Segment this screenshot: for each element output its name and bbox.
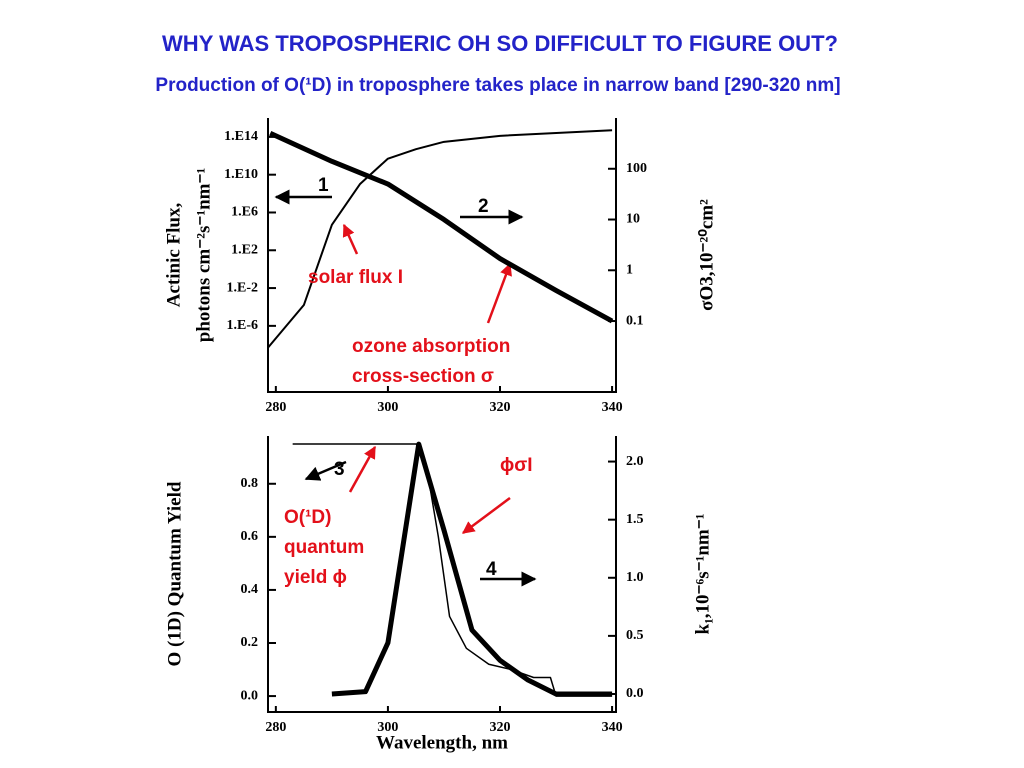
annotation: solar flux I: [308, 267, 403, 288]
x-tick-label: 300: [377, 720, 398, 735]
slide-title: WHY WAS TROPOSPHERIC OH SO DIFFICULT TO …: [162, 31, 838, 56]
y-tick-label: 0.2: [241, 635, 259, 650]
y2-tick-label: 10: [626, 212, 640, 227]
y2-tick-label: 2.0: [626, 454, 644, 469]
y-axis-label: Actinic Flux,: [163, 203, 184, 308]
y-tick-label: 0.6: [241, 529, 259, 544]
arrow: [304, 460, 347, 481]
y2-tick-label: 1.5: [626, 512, 644, 527]
annotation: 1: [318, 175, 329, 196]
y-tick-label: 1.E2: [231, 242, 258, 257]
slide-subtitle: Production of O(¹D) in troposphere takes…: [155, 75, 840, 96]
y2-tick-label: 0.1: [626, 313, 644, 328]
annotation: ϕσI: [500, 455, 533, 476]
series-line: [269, 131, 614, 324]
y-tick-label: 1.E10: [224, 167, 258, 182]
x-tick-label: 280: [265, 720, 286, 735]
arrow: [461, 496, 511, 535]
y-tick-label: 1.E-2: [227, 280, 259, 295]
x-tick-label: 340: [602, 400, 623, 415]
y-tick-label: 1.E14: [224, 129, 258, 144]
arrow: [342, 223, 359, 255]
arrows: [274, 189, 537, 587]
series-line: [331, 441, 613, 697]
x-tick-label: 340: [602, 720, 623, 735]
y2-tick-label: 0.0: [626, 686, 644, 701]
y2-tick-label: 0.5: [626, 628, 644, 643]
x-tick-label: 320: [490, 400, 511, 415]
y2-tick-label: 100: [626, 161, 647, 176]
y-tick-label: 1.E-6: [227, 318, 259, 333]
annotation: quantum: [284, 537, 364, 558]
x-axis-label: Wavelength, nm: [376, 732, 508, 753]
arrow: [348, 445, 377, 493]
y-tick-label: 0.8: [241, 476, 259, 491]
annotation: ozone absorption: [352, 336, 510, 357]
series-line: [267, 129, 613, 349]
annotation: 2: [478, 196, 489, 217]
x-tick-label: 280: [265, 400, 286, 415]
y2-axis-label: k₁,10⁻⁶s⁻¹nm⁻¹: [692, 514, 713, 635]
y2-tick-label: 1.0: [626, 570, 644, 585]
axis-frame: [267, 436, 617, 713]
annotation: yield ϕ: [284, 567, 347, 588]
annotation: cross-section σ: [352, 366, 494, 387]
annotation: 3: [334, 459, 345, 480]
y-axis-label: O (1D) Quantum Yield: [164, 481, 185, 666]
y-tick-label: 0.0: [241, 688, 259, 703]
axis-frame: [267, 118, 617, 393]
annotation: O(¹D): [284, 507, 331, 528]
y-axis-label: photons cm⁻²s⁻¹nm⁻¹: [193, 168, 214, 342]
x-tick-label: 300: [377, 400, 398, 415]
annotation: 4: [486, 559, 497, 580]
y2-axis-label: σO3,10⁻²⁰cm²: [696, 199, 717, 311]
y-tick-label: 1.E6: [231, 205, 258, 220]
x-tick-label: 320: [490, 720, 511, 735]
y-tick-label: 0.4: [241, 582, 259, 597]
arrow: [486, 262, 512, 324]
y2-tick-label: 1: [626, 262, 633, 277]
